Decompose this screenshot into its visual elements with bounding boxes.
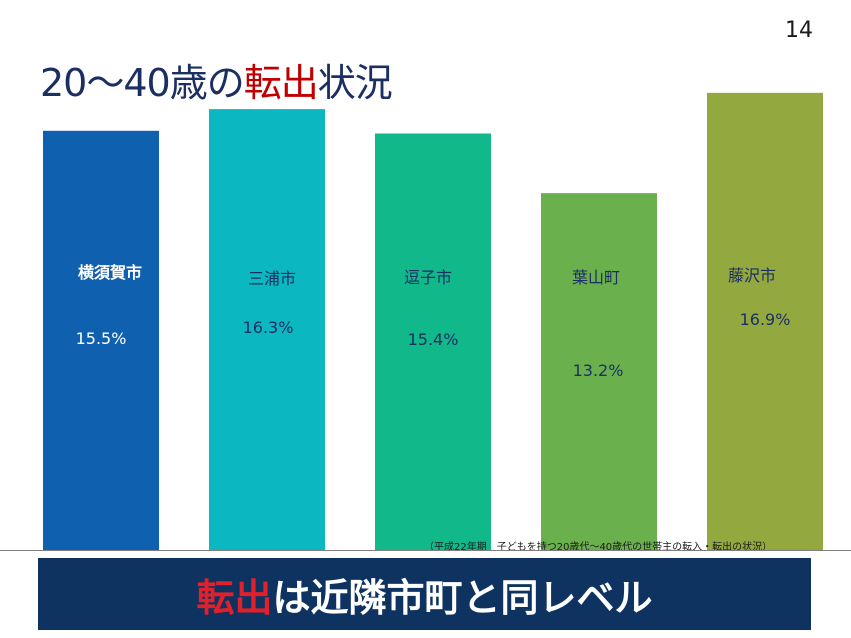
title-highlight: 転出 bbox=[243, 61, 319, 105]
bar-category-label: 葉山町 bbox=[572, 268, 620, 287]
slide-number: 14 bbox=[785, 18, 813, 43]
conclusion-banner: 転出 は近隣市町と同レベル bbox=[38, 558, 811, 630]
bar-value-label: 16.3% bbox=[243, 318, 294, 337]
bar-category-label: 横須賀市 bbox=[78, 263, 142, 282]
source-note: （平成22年期 子どもを持つ20歳代～40歳代の世帯主の転入・転出の状況） bbox=[424, 542, 773, 553]
bar-5 bbox=[707, 92, 823, 551]
title-prefix: 20～40歳の bbox=[40, 61, 245, 105]
banner-highlight: 転出 bbox=[196, 575, 273, 620]
bar-4 bbox=[541, 193, 657, 552]
bar-2 bbox=[209, 109, 325, 551]
bar-3 bbox=[375, 133, 491, 551]
bar-value-label: 15.4% bbox=[408, 330, 459, 349]
bar-value-label: 16.9% bbox=[740, 310, 791, 329]
bar-category-label: 三浦市 bbox=[248, 269, 296, 288]
chart-baseline bbox=[0, 550, 851, 551]
bar-value-label: 13.2% bbox=[573, 361, 624, 380]
bar-category-label: 藤沢市 bbox=[728, 266, 776, 285]
banner-text: は近隣市町と同レベル bbox=[272, 575, 653, 620]
slide-title: 20～40歳の転出状況 bbox=[40, 52, 393, 107]
bar-1 bbox=[43, 130, 159, 552]
bar-chart: 横須賀市 15.5% 三浦市 16.3% 逗子市 15.4% 葉山町 13.2% 藤沢市 16.9… bbox=[43, 92, 823, 552]
title-suffix: 状況 bbox=[317, 61, 393, 105]
bar-value-label: 15.5% bbox=[76, 329, 127, 348]
bar-category-label: 逗子市 bbox=[404, 268, 452, 287]
